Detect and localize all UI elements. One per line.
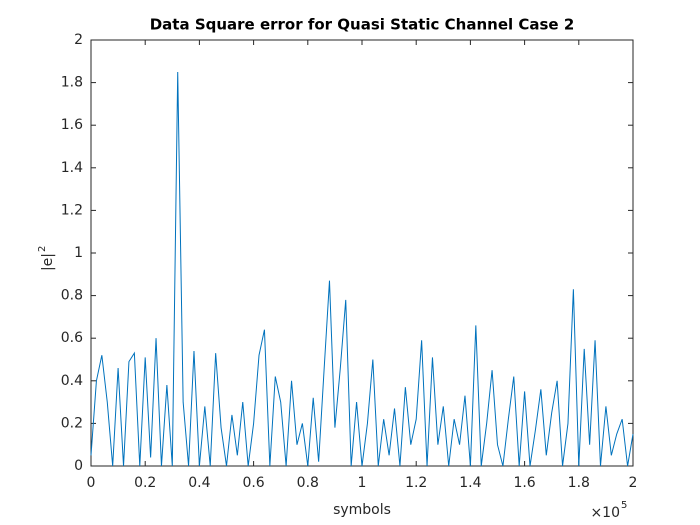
y-tick-label: 0: [74, 458, 83, 474]
x-tick-label: 1.2: [405, 475, 427, 491]
plot-area: [91, 40, 633, 466]
y-tick-label: 1.2: [61, 202, 83, 218]
x-tick-label: 1.4: [459, 475, 481, 491]
y-tick-label: 1: [74, 245, 83, 261]
x-tick-label: 0.4: [188, 475, 210, 491]
x-exponent-label: ×10: [590, 505, 620, 521]
y-axis-label-superscript: 2: [37, 246, 48, 252]
chart-title: Data Square error for Quasi Static Chann…: [150, 16, 575, 34]
x-tick-label: 1: [358, 475, 367, 491]
x-axis-label: symbols: [333, 502, 391, 518]
y-axis-label: |e|: [40, 253, 56, 271]
x-exponent: 5: [621, 500, 627, 511]
x-tick-label: 0: [87, 475, 96, 491]
y-tick-label: 0.8: [61, 288, 83, 304]
y-tick-label: 0.2: [61, 415, 83, 431]
y-tick-label: 0.4: [61, 373, 83, 389]
y-tick-label: 1.6: [61, 117, 83, 133]
y-tick-label: 2: [74, 32, 83, 48]
y-tick-label: 1.4: [61, 160, 83, 176]
y-axis-label-group: |e| 2: [37, 246, 56, 271]
x-tick-label: 1.8: [568, 475, 590, 491]
y-tick-label: 0.6: [61, 330, 83, 346]
x-tick-label: 0.2: [134, 475, 156, 491]
x-tick-label: 1.6: [513, 475, 535, 491]
data-line: [90, 71, 634, 467]
x-tick-label: 2: [629, 475, 638, 491]
y-tick-label: 1.8: [61, 75, 83, 91]
x-tick-label: 0.8: [297, 475, 319, 491]
x-tick-label: 0.6: [242, 475, 264, 491]
